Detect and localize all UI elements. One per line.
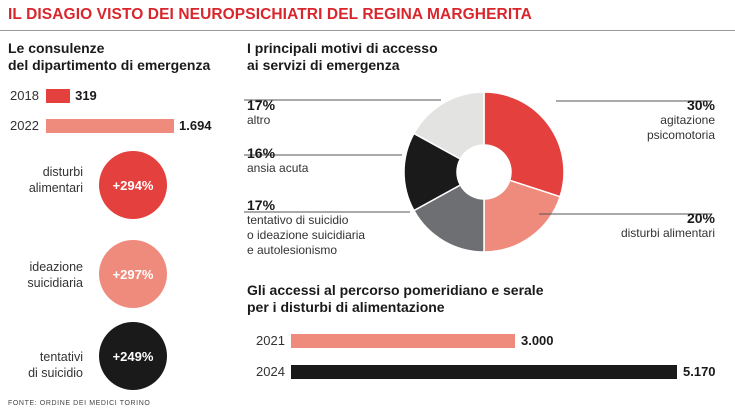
circle-disturbi-alimentari: +294% <box>99 151 167 219</box>
pie-text-altro: altro <box>247 113 271 127</box>
bar-value-2024: 5.170 <box>683 364 716 379</box>
title-divider <box>0 30 735 31</box>
access-title-line1: Gli accessi al percorso pomeridiano e se… <box>247 282 544 298</box>
bar-2021 <box>291 334 515 348</box>
bar-2022 <box>46 119 174 133</box>
circle-label-line: ideazione <box>29 260 83 274</box>
pie-label-agitazione: 30% agitazione psicomotoria <box>647 97 715 143</box>
pie-pct-disturbi: 20% <box>686 210 715 226</box>
pie-title: I principali motivi di accesso ai serviz… <box>247 40 438 74</box>
pie-label-ansia: 16% ansia acuta <box>247 145 308 176</box>
bar-category-2022: 2022 <box>10 118 39 133</box>
pie-text-tentativo-1: tentativo di suicidio <box>247 213 349 227</box>
consultations-title: Le consulenze del dipartimento di emerge… <box>8 40 210 74</box>
bar-value-2018: 319 <box>75 88 97 103</box>
pie-text-disturbi: disturbi alimentari <box>620 226 715 240</box>
consultations-title-line2: del dipartimento di emergenza <box>8 57 211 73</box>
pie-pct-ansia: 16% <box>247 145 276 161</box>
pie-slice-altro <box>412 91 485 161</box>
source-note: FONTE: ORDINE DEI MEDICI TORINO <box>8 400 151 407</box>
bar-category-2021: 2021 <box>256 333 285 348</box>
access-title: Gli accessi al percorso pomeridiano e se… <box>247 282 543 316</box>
circle-label-line: tentativi <box>39 350 83 364</box>
bar-2018 <box>46 89 71 103</box>
consultations-title-line1: Le consulenze <box>8 40 105 56</box>
pie-label-tentativo: 17% tentativo di suicidio o ideazione su… <box>247 197 365 258</box>
pie-text-tentativo-3: e autolesionismo <box>247 243 338 257</box>
main-title: IL DISAGIO VISTO DEI NEUROPSICHIATRI DEL… <box>8 6 532 23</box>
bar-category-2024: 2024 <box>256 364 285 379</box>
pie-pct-agitazione: 30% <box>686 97 715 113</box>
circle-label-line: suicidiaria <box>27 276 83 290</box>
pie-text-tentativo-2: o ideazione suicidiaria <box>247 228 366 242</box>
circle-label-line: di suicidio <box>28 366 83 380</box>
bar-category-2018: 2018 <box>10 88 39 103</box>
circle-label-line: alimentari <box>28 181 83 195</box>
circle-label-line: disturbi <box>42 165 83 179</box>
circle-label-tentativi: tentativi di suicidio <box>28 349 83 381</box>
pie-label-altro: 17% altro <box>247 97 275 128</box>
pie-pct-tentativo: 17% <box>247 197 276 213</box>
pie-label-disturbi: 20% disturbi alimentari <box>621 210 715 241</box>
circle-label-disturbi: disturbi alimentari <box>29 164 83 196</box>
pie-title-line1: I principali motivi di accesso <box>247 40 438 56</box>
circle-label-ideazione: ideazione suicidiaria <box>27 259 83 291</box>
pie-text-ansia: ansia acuta <box>247 161 309 175</box>
access-title-line2: per i disturbi di alimentazione <box>247 299 445 315</box>
pie-chart <box>244 91 712 253</box>
bar-2024 <box>291 365 677 379</box>
pie-slice-disturbi <box>483 179 562 253</box>
pie-pct-altro: 17% <box>247 97 276 113</box>
pie-title-line2: ai servizi di emergenza <box>247 57 400 73</box>
pie-text-agitazione-2: psicomotoria <box>646 128 715 142</box>
bar-value-2021: 3.000 <box>520 333 554 348</box>
pie-text-agitazione-1: agitazione <box>660 113 715 127</box>
circle-ideazione-suicidiaria: +297% <box>99 240 167 308</box>
circle-tentativi-di-suicidio: +249% <box>99 322 167 390</box>
pie-slice-agitazione <box>483 91 565 198</box>
bar-value-2022: 1.694 <box>179 118 212 133</box>
